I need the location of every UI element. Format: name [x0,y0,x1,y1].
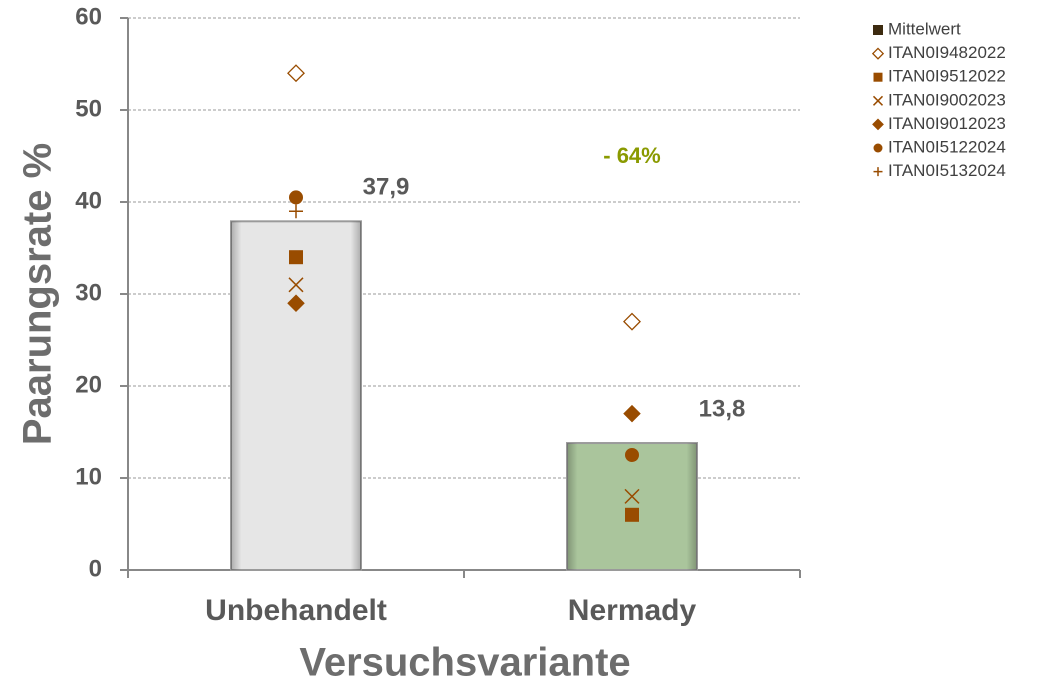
marker [623,404,641,423]
x-tick-label: Nermady [568,594,697,627]
x-axis-label: Versuchsvariante [299,641,630,685]
y-tick-label: 60 [75,3,102,30]
legend-label: ITAN0I9012023 [888,114,1006,133]
legend-marker [872,95,884,106]
marker [623,312,641,331]
legend-label: ITAN0I5132024 [888,161,1006,180]
y-tick-label: 10 [75,463,102,490]
y-tick-label: 20 [75,371,102,398]
legend-marker [873,167,883,177]
marker [624,488,640,504]
legend-marker [871,47,885,60]
legend-label: ITAN0I5122024 [888,137,1006,156]
legend-swatch [873,25,883,35]
legend-label: ITAN0I9002023 [888,90,1006,109]
marker [625,448,639,462]
bar-shade [567,443,697,570]
y-axis-label: Paarungsrate % [16,143,60,445]
value-label: 13,8 [699,395,746,422]
legend-label: ITAN0I9512022 [888,67,1006,86]
legend-label: Mittelwert [888,19,961,38]
value-label: 37,9 [363,174,410,201]
y-tick-label: 0 [89,555,102,582]
x-tick-label: Unbehandelt [205,594,387,627]
marker [287,294,305,312]
marker [289,250,303,265]
annotation: - 64% [603,143,660,168]
marker [287,64,305,83]
marker [625,507,639,522]
marker [288,277,304,293]
marker [289,190,303,205]
y-tick-label: 50 [75,95,102,122]
bar-shade [231,221,361,570]
legend-marker [873,143,883,153]
legend-marker [872,118,884,131]
legend-marker [873,72,883,82]
y-tick-label: 30 [75,279,102,306]
y-tick-label: 40 [75,187,102,214]
legend-label: ITAN0I9482022 [888,43,1006,62]
marker [289,204,303,219]
